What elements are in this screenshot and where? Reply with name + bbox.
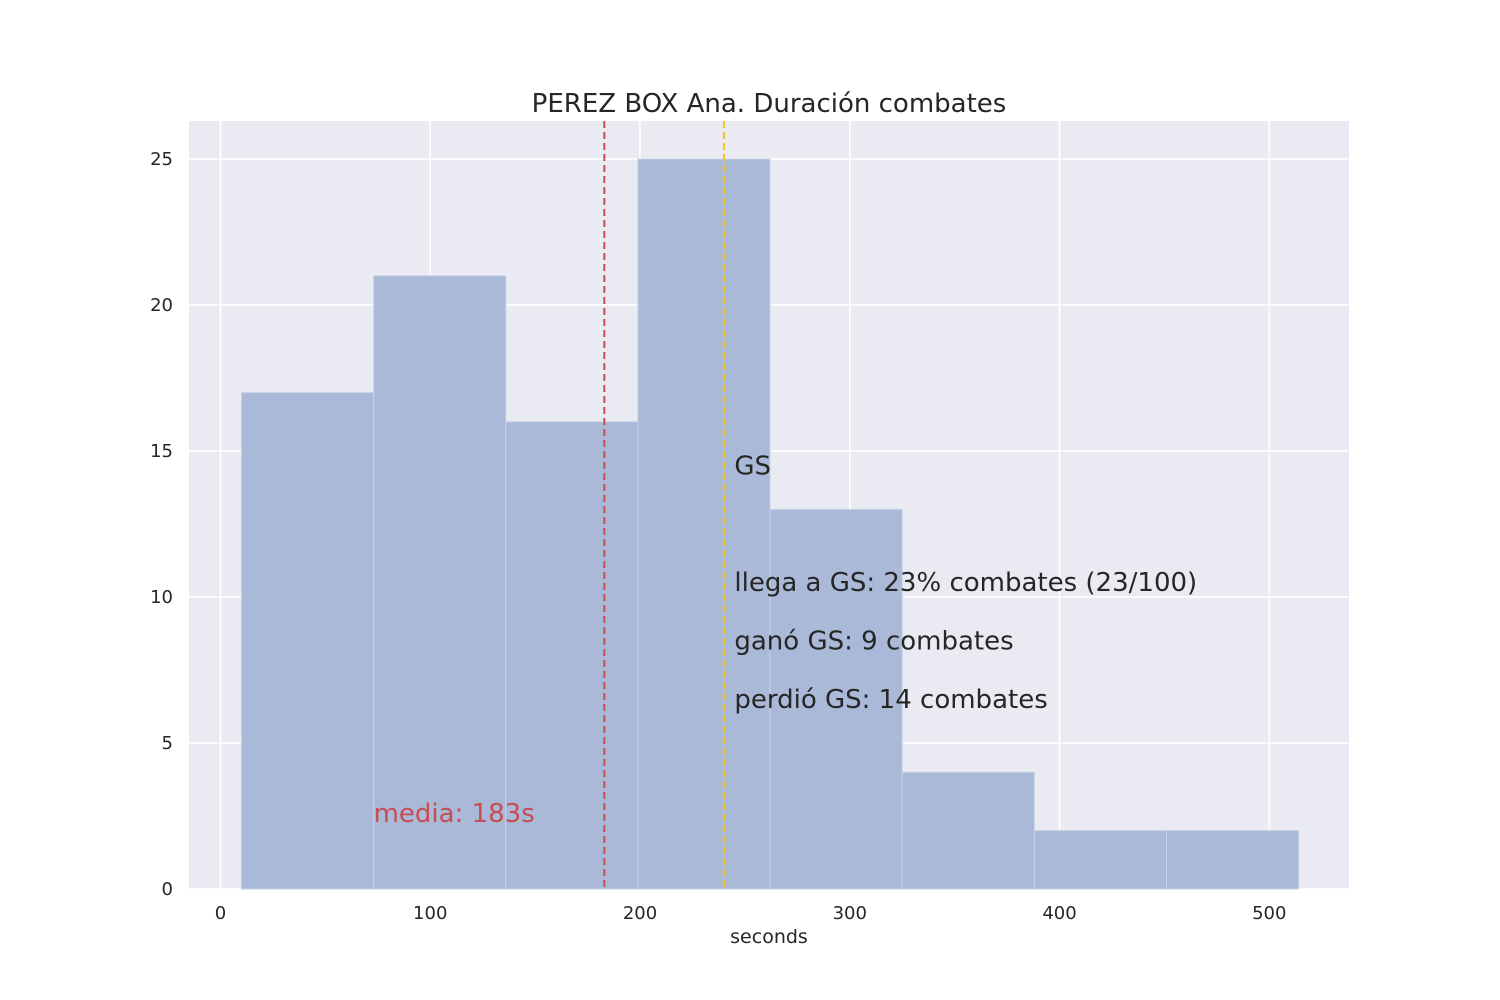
x-tick-label: 0 <box>215 903 226 924</box>
y-tick-label: 15 <box>150 441 173 462</box>
x-axis-label: seconds <box>730 926 808 948</box>
y-tick-label: 10 <box>150 587 173 608</box>
y-tick-label: 5 <box>162 733 173 754</box>
y-tick-label: 25 <box>150 149 173 170</box>
chart-title: PEREZ BOX Ana. Duración combates <box>532 89 1007 119</box>
histogram-bar <box>505 421 639 890</box>
gs-label: GS <box>734 451 771 481</box>
x-tick-label: 100 <box>413 903 447 924</box>
histogram-bar <box>769 508 903 890</box>
histogram-bar <box>373 275 507 890</box>
histogram-bar <box>901 771 1035 890</box>
histogram-bar <box>240 392 375 890</box>
x-tick-label: 400 <box>1042 903 1076 924</box>
y-tick-label: 0 <box>162 879 173 900</box>
reference-lines <box>603 121 725 889</box>
histogram-bar <box>637 158 771 890</box>
histogram-bars <box>240 158 1300 890</box>
y-tick-label: 20 <box>150 295 173 316</box>
tick-labels: 0 100 200 300 400 500 0 5 10 15 20 25 <box>150 149 1286 924</box>
mean-label: media: 183s <box>374 799 535 829</box>
gs-stat-annotation: llega a GS: 23% combates (23/100) <box>734 568 1197 598</box>
annotations: media: 183s GS llega a GS: 23% combates (2… <box>374 451 1198 828</box>
gs-stat-annotation: ganó GS: 9 combates <box>734 627 1013 657</box>
histogram-bar <box>1166 830 1300 890</box>
x-tick-label: 500 <box>1252 903 1286 924</box>
gs-stat-annotation: perdió GS: 14 combates <box>734 685 1047 715</box>
x-tick-label: 300 <box>833 903 867 924</box>
histogram-bar <box>1033 830 1168 890</box>
x-tick-label: 200 <box>623 903 657 924</box>
